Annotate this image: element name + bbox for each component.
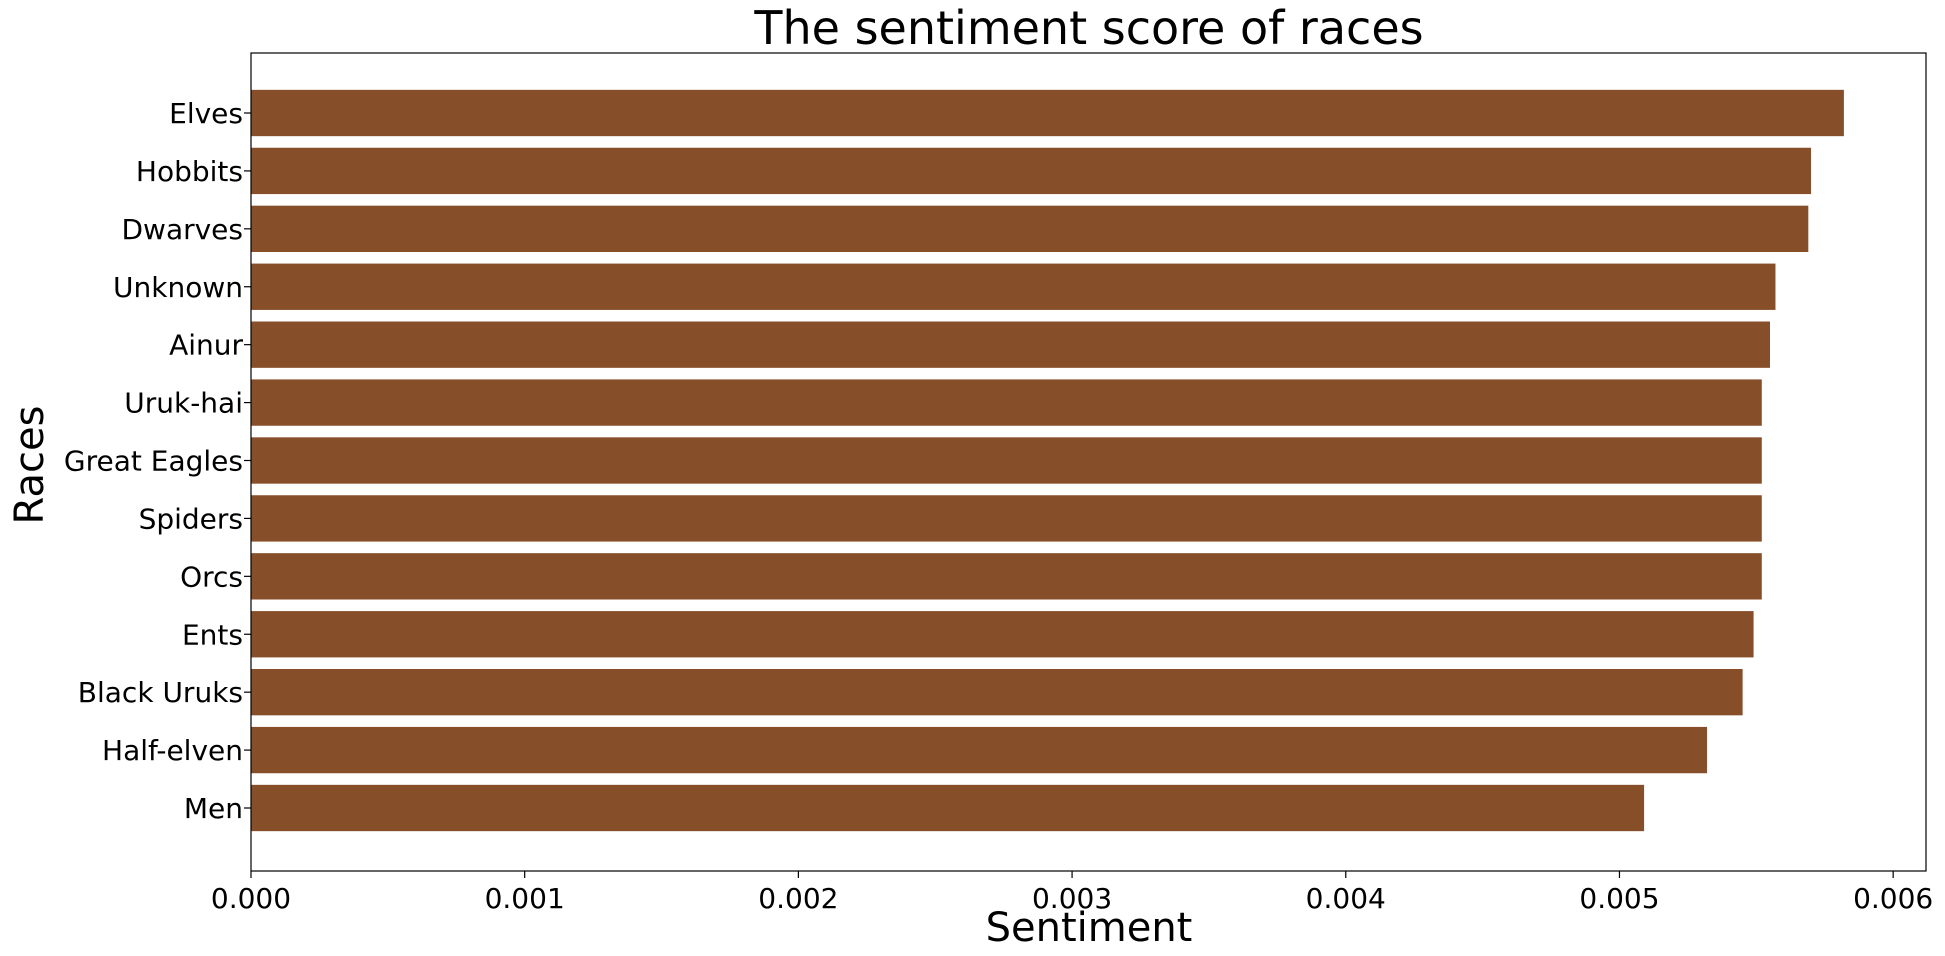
bar-ainur [251,321,1770,368]
y-axis-label: Races [7,406,53,525]
chart-title: The sentiment score of races [753,1,1423,55]
bar-uruk-hai [251,379,1762,426]
bar-orcs [251,553,1762,600]
x-tick-label: 0.004 [1306,882,1386,915]
y-tick-label: Elves [169,97,243,130]
plot-frame [250,52,1927,872]
y-tick-label: Great Eagles [64,445,243,478]
y-tick-label: Uruk-hai [124,387,243,420]
y-tick-label: Dwarves [121,213,243,246]
y-tick-label: Half-elven [102,734,243,767]
y-axis-ticks: Elves Hobbits Dwarves Unknown Ainur Uruk-hai G… [64,97,251,825]
y-tick-label: Orcs [180,560,243,593]
bar-men [251,784,1645,832]
x-tick-label: 0.005 [1579,882,1659,915]
bar-great-eagles [251,437,1762,484]
y-tick-label: Black Uruks [78,676,243,709]
y-tick-label: Unknown [113,271,243,304]
bar-half-elven [251,726,1708,774]
y-tick-label: Men [184,792,243,825]
x-axis-ticks: 0.000 0.001 0.002 0.003 0.004 0.005 0.006 [211,871,1933,915]
bar-hobbits [251,147,1812,195]
x-axis-label: Sentiment [986,905,1193,951]
x-tick-label: 0.000 [211,882,291,915]
x-tick-label: 0.002 [758,882,838,915]
y-tick-label: Hobbits [136,155,243,188]
bar-ents [251,611,1754,658]
y-tick-label: Spiders [139,502,243,535]
bar-black-uruks [251,669,1743,716]
y-tick-label: Ainur [169,329,243,362]
y-tick-label: Ents [182,618,243,651]
x-tick-label: 0.003 [1032,882,1112,915]
bar-elves [251,89,1844,137]
x-tick-label: 0.006 [1853,882,1933,915]
bar-unknown [251,263,1776,310]
bars-group [251,89,1844,832]
x-tick-label: 0.001 [485,882,565,915]
bar-spiders [251,495,1762,542]
bar-dwarves [251,205,1809,252]
